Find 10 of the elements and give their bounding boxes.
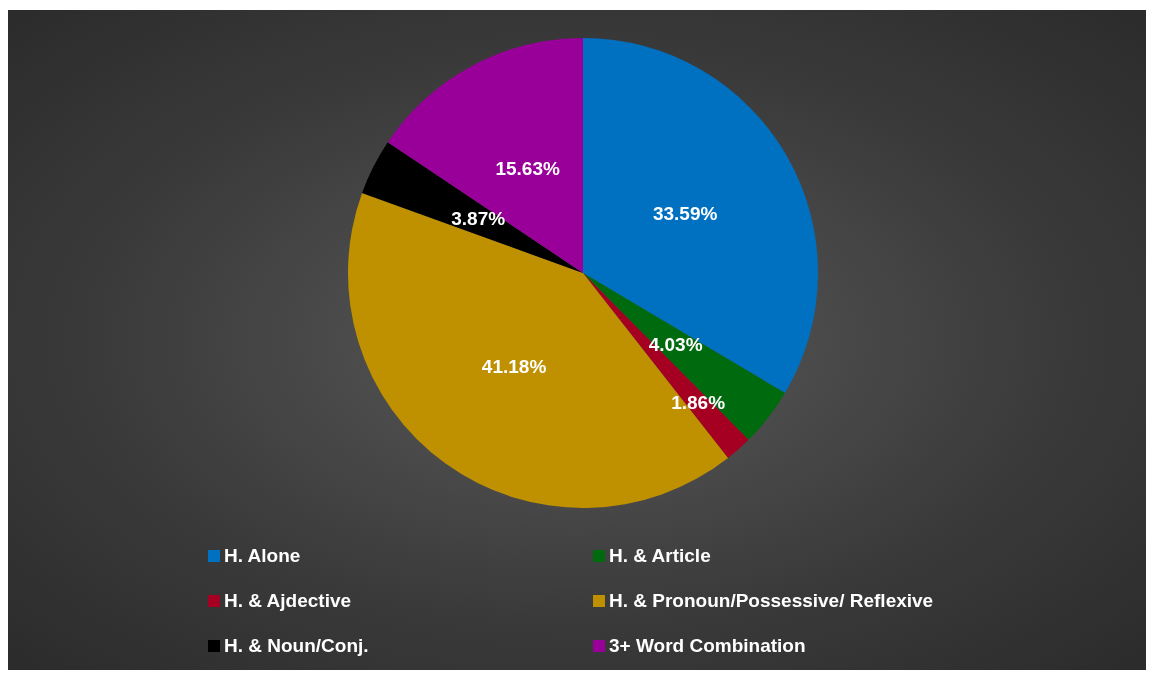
data-label: 15.63% xyxy=(495,157,560,179)
legend-label: H. & Ajdective xyxy=(224,589,352,612)
legend-label: H. & Article xyxy=(609,544,711,567)
data-label: 33.59% xyxy=(652,203,718,225)
legend-label: 3+ Word Combination xyxy=(609,634,806,657)
data-label: 41.18% xyxy=(481,356,547,378)
legend-label: H. & Pronoun/Possessive/ Reflexive xyxy=(609,589,934,612)
legend-label: H. Alone xyxy=(224,544,301,567)
legend-label: H. & Noun/Conj. xyxy=(224,634,369,657)
data-label: 3.87% xyxy=(451,208,506,230)
